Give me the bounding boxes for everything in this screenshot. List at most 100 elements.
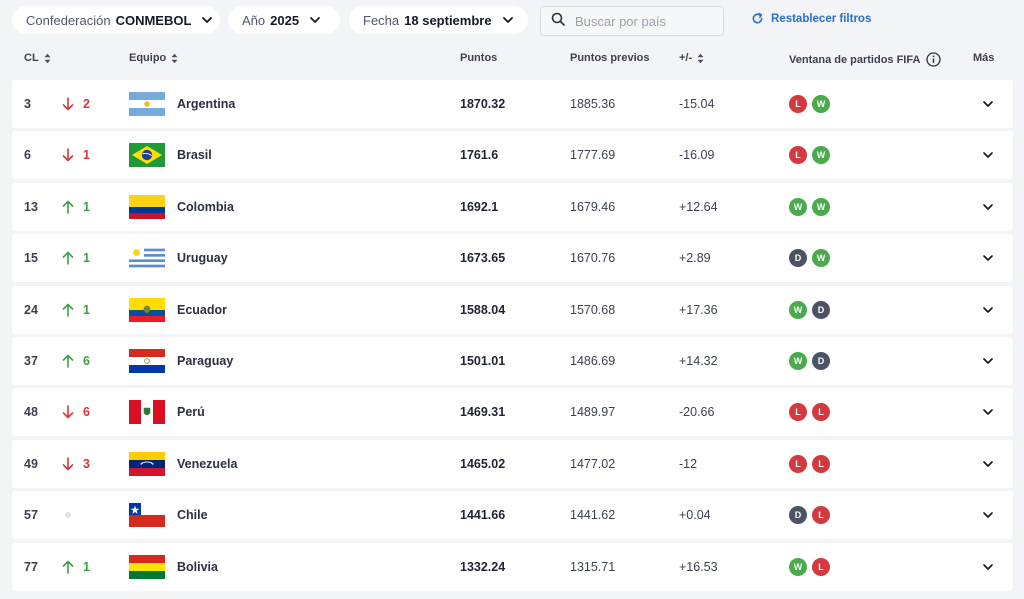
expand-row-button[interactable] <box>978 183 998 231</box>
change-cell: -20.66 <box>679 388 714 436</box>
flag-cell <box>129 440 165 488</box>
flag-cell <box>129 337 165 385</box>
expand-row-button[interactable] <box>978 543 998 591</box>
change-value: +17.36 <box>679 302 718 317</box>
result-badge-win[interactable]: W <box>812 95 830 113</box>
previous-points-value: 1679.46 <box>570 199 616 214</box>
change-cell: -12 <box>679 440 697 488</box>
result-badge-loss[interactable]: L <box>789 454 807 473</box>
expand-row-button[interactable] <box>978 388 998 436</box>
team-name: Perú <box>177 405 205 420</box>
header-match-window-label: Ventana de partidos FIFA <box>789 53 921 66</box>
result-badge-win[interactable]: W <box>789 197 807 216</box>
result-badge-draw[interactable]: D <box>789 249 807 268</box>
filter-bar: Confederación CONMEBOL Año 2025 Fecha 18… <box>12 6 1024 36</box>
search-input[interactable] <box>573 12 717 30</box>
result-badge-win[interactable]: W <box>789 300 807 319</box>
result-badge-win[interactable]: W <box>789 352 807 370</box>
chevron-down-icon <box>309 14 321 26</box>
expand-row-button[interactable] <box>978 80 998 128</box>
points-cell: 1761.6 <box>460 131 498 179</box>
points-value: 1761.6 <box>460 148 499 163</box>
date-dropdown[interactable]: Fecha 18 septiembre <box>349 6 528 34</box>
header-change[interactable]: +/- <box>679 52 704 64</box>
team-cell: Ecuador <box>177 286 227 334</box>
info-icon[interactable] <box>926 52 942 67</box>
previous-points-value: 1489.97 <box>570 405 616 420</box>
header-rank[interactable]: CL <box>24 52 51 64</box>
arrow-down-icon <box>62 405 74 419</box>
result-badge-loss[interactable]: L <box>812 557 830 576</box>
points-cell: 1465.02 <box>460 440 505 488</box>
rank-value: 77 <box>24 559 38 574</box>
result-badge-win[interactable]: W <box>789 557 807 576</box>
result-badge-win[interactable]: W <box>812 146 830 165</box>
rank-movement: 1 <box>62 234 90 282</box>
points-value: 1332.24 <box>460 559 506 574</box>
ecuador-flag <box>129 297 165 322</box>
previous-points-cell: 1885.36 <box>570 80 615 128</box>
previous-points-cell: 1477.02 <box>570 440 615 488</box>
flag-cell <box>129 491 165 539</box>
previous-points-value: 1486.69 <box>570 354 616 368</box>
arrow-up-icon <box>62 354 74 368</box>
year-dropdown[interactable]: Año 2025 <box>228 6 340 34</box>
no-change-dot-icon <box>65 512 71 519</box>
expand-row-button[interactable] <box>978 234 998 282</box>
result-badge-win[interactable]: W <box>812 197 830 216</box>
expand-row-button[interactable] <box>978 286 998 334</box>
confederation-dropdown[interactable]: Confederación CONMEBOL <box>12 6 220 34</box>
result-badge-loss[interactable]: L <box>789 403 807 422</box>
result-badge-loss[interactable]: L <box>789 95 807 113</box>
change-cell: -15.04 <box>679 80 714 128</box>
country-search <box>540 6 724 36</box>
argentina-flag <box>129 92 165 117</box>
confederation-label: Confederación <box>26 12 111 28</box>
flag-cell <box>129 131 165 179</box>
refresh-icon <box>752 12 763 24</box>
result-badge-draw[interactable]: D <box>812 352 830 370</box>
expand-row-button[interactable] <box>978 337 998 385</box>
expand-row-button[interactable] <box>978 440 998 488</box>
previous-points-cell: 1777.69 <box>570 131 615 179</box>
points-cell: 1870.32 <box>460 80 505 128</box>
result-badge-draw[interactable]: D <box>789 506 807 525</box>
rank-cell: 37 <box>24 337 38 385</box>
change-value: +14.32 <box>679 354 718 368</box>
header-team[interactable]: Equipo <box>129 52 178 64</box>
chevron-down-icon <box>983 409 993 416</box>
date-label: Fecha <box>363 12 400 28</box>
team-cell: Venezuela <box>177 440 237 488</box>
result-badge-loss[interactable]: L <box>812 506 830 525</box>
expand-row-button[interactable] <box>978 491 998 539</box>
flag-cell <box>129 234 165 282</box>
expand-row-button[interactable] <box>978 131 998 179</box>
paraguay-flag <box>129 349 165 374</box>
previous-points-value: 1885.36 <box>570 97 616 111</box>
change-cell: +2.89 <box>679 234 711 282</box>
arrow-up-icon <box>62 560 74 574</box>
reset-filters-button[interactable]: Restablecer filtros <box>751 12 871 25</box>
result-badge-loss[interactable]: L <box>812 403 830 422</box>
chevron-down-icon <box>983 255 993 262</box>
result-badge-win[interactable]: W <box>812 249 830 268</box>
confederation-value: CONMEBOL <box>115 12 192 28</box>
result-badge-loss[interactable]: L <box>789 146 807 165</box>
previous-points-value: 1670.76 <box>570 251 616 266</box>
change-value: -20.66 <box>679 405 715 420</box>
points-cell: 1441.66 <box>460 491 505 539</box>
points-cell: 1501.01 <box>460 337 505 385</box>
result-badge-draw[interactable]: D <box>812 300 830 319</box>
result-badge-loss[interactable]: L <box>812 454 830 473</box>
